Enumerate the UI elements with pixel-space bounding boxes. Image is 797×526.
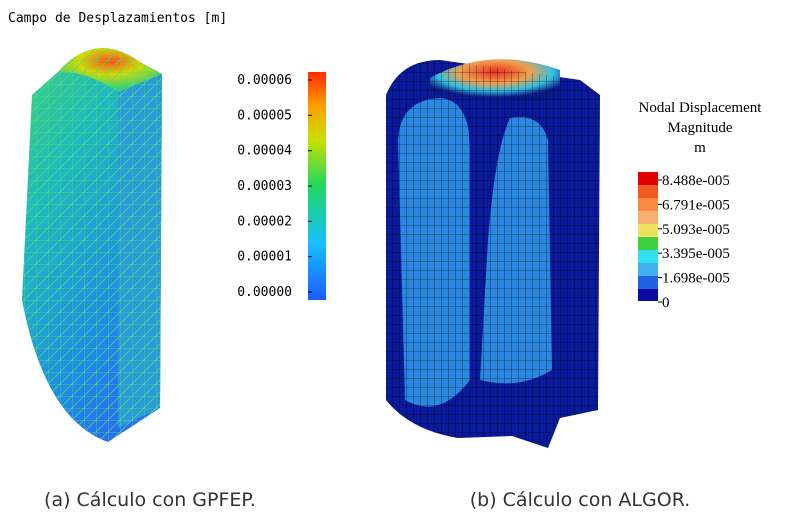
colorbar-label: 5.093e-005 (662, 222, 730, 238)
legend-title: m (694, 140, 706, 156)
colorbar-b (638, 172, 658, 301)
caption: (a) Cálculo con GPFEP. (44, 489, 256, 511)
colorbar-label: 8.488e-005 (662, 173, 730, 189)
colorbar-label: 6.791e-005 (662, 197, 730, 213)
fem-model-a (22, 48, 162, 442)
colorbar-label: 0.00005 (237, 108, 292, 123)
colorbar-label: 0.00002 (237, 214, 292, 229)
panel-title: Campo de Desplazamientos [m] (8, 11, 227, 26)
colorbar-label: 0.00004 (237, 144, 292, 159)
colorbar-label: 0.00000 (237, 285, 292, 300)
colorbar-label: 0.00001 (237, 250, 292, 265)
legend-title: Magnitude (668, 120, 733, 136)
legend-title: Nodal Displacement (639, 100, 763, 116)
fem-model-b (386, 59, 600, 448)
colorbar-label: 3.395e-005 (662, 246, 730, 262)
colorbar-label: 0.00003 (237, 179, 292, 194)
colorbar-label: 0 (662, 295, 670, 311)
colorbar-label: 0.00006 (237, 73, 292, 88)
colorbar-label: 1.698e-005 (662, 271, 730, 287)
figure: Campo de Desplazamientos [m] 0.00006 0.00… (0, 0, 797, 526)
caption: (b) Cálculo con ALGOR. (470, 489, 691, 511)
